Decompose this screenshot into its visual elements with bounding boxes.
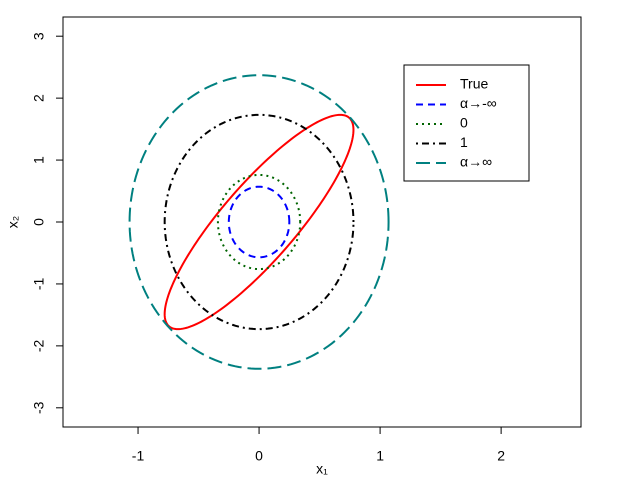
ellipse	[227, 185, 291, 259]
legend-label: 1	[460, 134, 468, 150]
x-axis-label: x₁	[316, 461, 328, 477]
y-tick-label: 2	[31, 94, 47, 102]
x-tick-label: -1	[132, 448, 145, 464]
ellipse	[216, 173, 302, 271]
ellipse	[163, 113, 355, 331]
y-axis-label: x₂	[5, 216, 21, 228]
x-tick-label: 2	[497, 448, 505, 464]
legend-label: 0	[460, 115, 468, 131]
y-tick-label: -1	[31, 277, 47, 290]
legend-label: True	[460, 76, 488, 92]
y-tick-label: 3	[31, 32, 47, 40]
y-tick-label: 1	[31, 156, 47, 164]
x-tick-label: 0	[255, 448, 263, 464]
legend-label: α→-∞	[460, 95, 497, 111]
y-tick-label: -3	[31, 401, 47, 414]
y-tick-label: 0	[31, 218, 47, 226]
x-tick-label: 1	[376, 448, 384, 464]
legend-label: α→∞	[460, 154, 492, 170]
y-tick-label: -2	[31, 339, 47, 352]
ellipse	[128, 74, 390, 370]
ellipse	[163, 113, 355, 331]
